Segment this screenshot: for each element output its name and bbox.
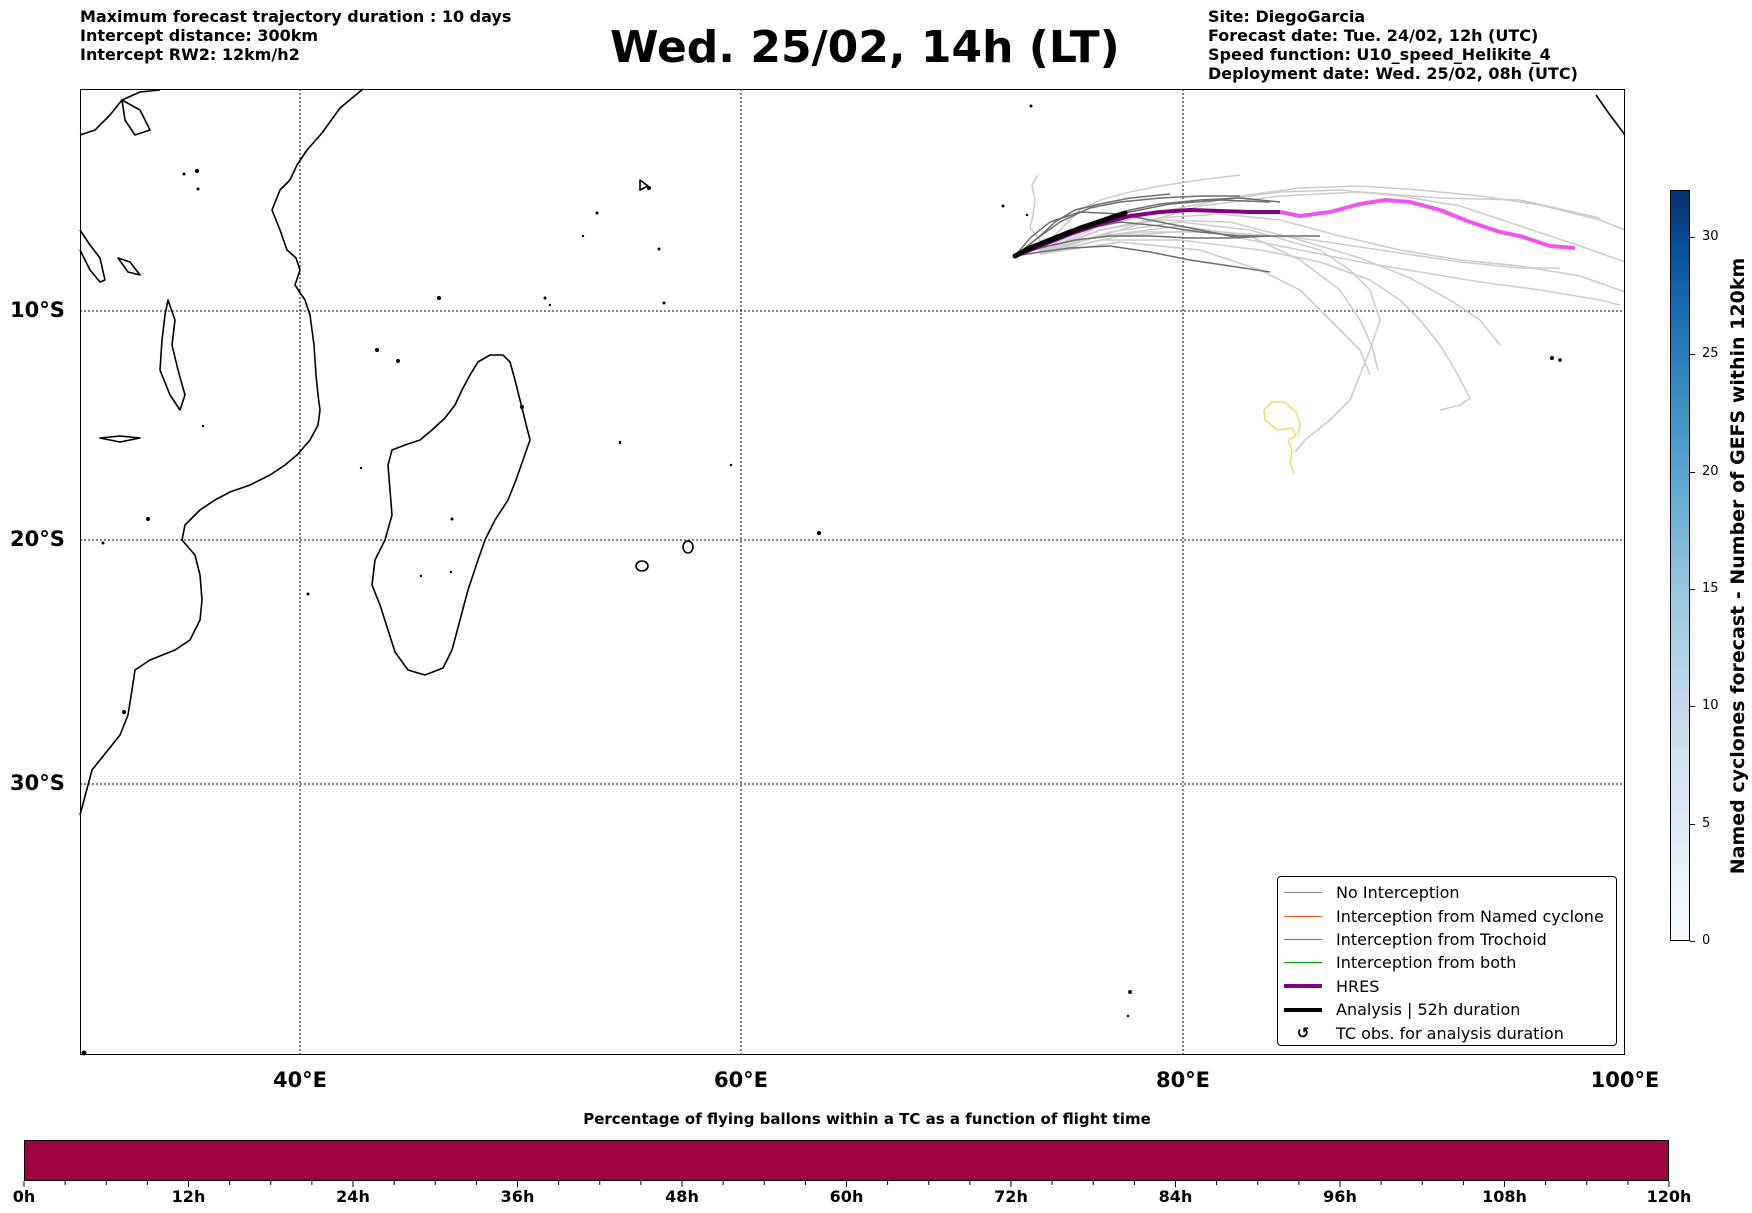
coastlines: [79, 88, 1626, 816]
page-title: Wed. 25/02, 14h (LT): [610, 22, 1120, 73]
horn-coastline: [79, 89, 161, 136]
speed-function-text: Speed function: U10_speed_Helikite_4: [1208, 45, 1551, 64]
flight-time-tick-label: 120h: [1646, 1187, 1692, 1206]
lat-label-10s: 10°S: [10, 298, 65, 322]
legend-swatch: [1284, 1007, 1322, 1012]
cyclone-symbol-icon: ↺: [1296, 1024, 1310, 1043]
flight-time-tick-label: 72h: [994, 1187, 1028, 1206]
header-info-left: Maximum forecast trajectory duration : 1…: [80, 7, 511, 64]
colorbar-label: Named cyclones forecast - Number of GEFS…: [1727, 257, 1749, 875]
ensemble-trajectory: [1039, 191, 1601, 255]
legend-item-tc-obs: ↺ TC obs. for analysis duration: [1284, 1021, 1616, 1044]
tc-obs-track: [1263, 401, 1301, 475]
intercept-distance-text: Intercept distance: 300km: [80, 26, 319, 45]
lon-label-100e: 100°E: [1590, 1068, 1660, 1092]
legend-item-analysis: Analysis | 52h duration: [1284, 998, 1616, 1021]
legend-swatch: [1284, 962, 1322, 964]
africa-coastline: [79, 88, 364, 816]
lon-label-40e: 40°E: [272, 1068, 328, 1092]
flight-time-tick-label: 0h: [12, 1187, 36, 1206]
madagascar-coastline: [371, 354, 531, 676]
legend-item-named-cyclone: Interception from Named cyclone: [1284, 904, 1616, 927]
ensemble-trajectory: [1014, 235, 1271, 257]
legend-label: Analysis | 52h duration: [1336, 1000, 1521, 1020]
max-duration-text: Maximum forecast trajectory duration : 1…: [80, 7, 512, 26]
forecast-date-text: Forecast date: Tue. 24/02, 12h (UTC): [1208, 26, 1539, 45]
hres-forecast-track: [1279, 197, 1576, 250]
lat-label-30s: 30°S: [10, 771, 65, 795]
ensemble-trajectory: [1014, 211, 1241, 257]
ensemble-trajectory: [1039, 229, 1621, 306]
site-text: Site: DiegoGarcia: [1208, 7, 1366, 26]
legend-label: Interception from Named cyclone: [1336, 906, 1604, 926]
ensemble-trajectory: [1039, 239, 1472, 411]
legend-swatch: [1284, 892, 1322, 894]
legend-item-trochoid: Interception from Trochoid: [1284, 928, 1616, 951]
flight-time-tick-label: 48h: [665, 1187, 699, 1206]
legend-label: Interception from both: [1336, 953, 1517, 973]
flight-time-tick-label: 36h: [500, 1187, 535, 1206]
flight-time-tick-label: 84h: [1158, 1187, 1193, 1206]
ensemble-trajectory: [1039, 225, 1379, 371]
flight-time-tick-label: 108h: [1482, 1187, 1527, 1206]
lat-label-20s: 20°S: [10, 527, 65, 551]
lon-label-80e: 80°E: [1155, 1068, 1211, 1092]
intercept-rw2-text: Intercept RW2: 12km/h2: [80, 45, 300, 64]
ensemble-trajectory: [1039, 213, 1626, 293]
legend-swatch: [1284, 938, 1322, 940]
legend-item-both: Interception from both: [1284, 951, 1616, 974]
ensemble-trajectory: [1029, 174, 1041, 254]
legend-item-hres: HRES: [1284, 975, 1616, 998]
map-frame: [80, 89, 1625, 1055]
ensemble-trajectory: [1039, 174, 1241, 251]
legend-swatch: [1284, 984, 1322, 989]
legend-item-no-interception: No Interception: [1284, 881, 1616, 904]
flight-time-tick-label: 60h: [829, 1187, 864, 1206]
legend-label: No Interception: [1336, 883, 1460, 903]
ensemble-trajectory: [1039, 241, 1371, 376]
flight-time-tick-label: 96h: [1323, 1187, 1357, 1206]
ensemble-trajectory: [1014, 193, 1171, 257]
ensemble-trajectory: [1039, 219, 1501, 346]
cyclone-count-colorbar: [1670, 190, 1690, 941]
gridlines: [80, 89, 1625, 1055]
map-legend: No Interception Interception from Named …: [1277, 876, 1617, 1046]
analysis-track: [1012, 210, 1128, 259]
header-info-right: Site: DiegoGarcia Forecast date: Tue. 24…: [1208, 7, 1578, 83]
legend-label: TC obs. for analysis duration: [1336, 1023, 1564, 1043]
ensemble-trajectories-late: [1029, 174, 1626, 453]
ensemble-trajectory: [1014, 245, 1271, 273]
deployment-date-text: Deployment date: Wed. 25/02, 08h (UTC): [1208, 64, 1578, 83]
small-islands: [81, 104, 1562, 1056]
flight-time-tick-label: 24h: [336, 1187, 370, 1206]
flight-time-tick-label: 12h: [171, 1187, 206, 1206]
ensemble-trajectory: [1039, 221, 1381, 453]
legend-label: Interception from Trochoid: [1336, 929, 1547, 949]
legend-label: HRES: [1336, 976, 1380, 996]
flight-time-colorbar: [24, 1140, 1669, 1181]
flight-time-colorbar-ticks: [23, 1181, 1670, 1187]
flight-time-colorbar-title: Percentage of flying ballons within a TC…: [583, 1110, 1151, 1128]
legend-swatch: [1284, 915, 1322, 917]
lon-label-60e: 60°E: [713, 1068, 769, 1092]
